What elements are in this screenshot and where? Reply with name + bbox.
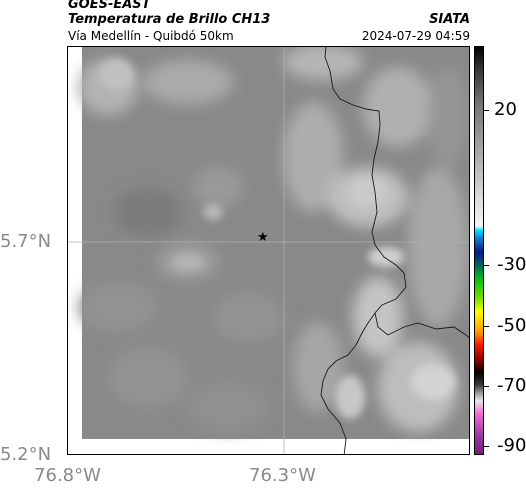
source-label: SIATA: [429, 12, 470, 27]
country-border: [324, 47, 469, 338]
satellite-title: GOES-EAST: [68, 0, 151, 12]
lon-tick-label: 76.8°W: [34, 465, 101, 486]
map-panel[interactable]: ★: [67, 46, 470, 455]
colorbar-label: 20: [494, 99, 517, 120]
colorbar-label: -50: [497, 315, 526, 336]
colorbar-label: -90: [497, 435, 526, 456]
lon-tick-label: 76.3°W: [249, 465, 316, 486]
colorbar-label: -30: [497, 254, 526, 275]
colorbar-tick: [484, 446, 489, 447]
location-label: Vía Medellín - Quibdó 50km: [68, 29, 234, 43]
timestamp-label: 2024-07-29 04:59: [361, 29, 470, 43]
colorbar-tick: [484, 110, 489, 111]
colorbar-tick: [484, 265, 489, 266]
brightness-temperature-field: [68, 47, 469, 454]
lat-tick-label: 5.7°N: [0, 231, 52, 252]
product-title: Temperatura de Brillo CH13: [68, 12, 271, 27]
station-marker-icon[interactable]: ★: [257, 230, 269, 245]
department-border: [320, 312, 376, 454]
colorbar-tick: [484, 326, 489, 327]
colorbar-tick: [484, 386, 489, 387]
colorbar-label: -70: [497, 375, 526, 396]
colorbar: [474, 46, 484, 455]
lat-tick-label: 5.2°N: [0, 444, 52, 465]
